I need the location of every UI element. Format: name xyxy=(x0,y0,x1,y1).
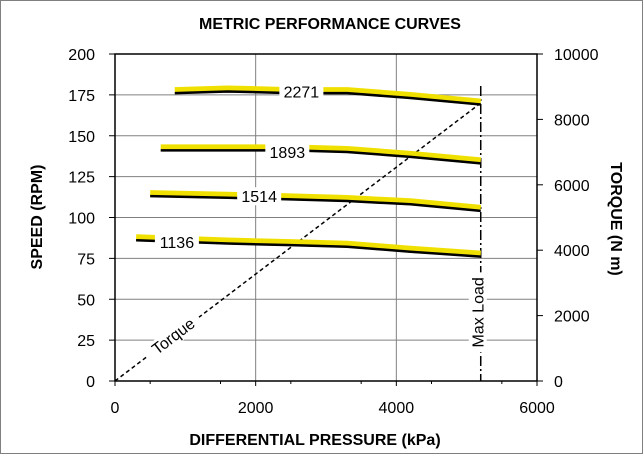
y-tick-label: 125 xyxy=(68,170,95,187)
y-tick-label: 100 xyxy=(68,211,95,228)
series-1893-line xyxy=(160,149,481,165)
grid-lines xyxy=(115,54,537,381)
y-tick-label: 75 xyxy=(77,251,95,268)
max-load-label-bg xyxy=(468,272,487,353)
y-tick-label: 200 xyxy=(68,47,95,64)
max-load-label: Max Load xyxy=(471,277,488,347)
series-label-1893: 1893 xyxy=(270,145,306,162)
series-label-bg xyxy=(279,82,324,101)
series-label-1514: 1514 xyxy=(241,189,277,206)
y2-tick-label: 8000 xyxy=(554,112,590,129)
chart-title: METRIC PERFORMANCE CURVES xyxy=(199,16,461,33)
series-label-2271: 2271 xyxy=(284,85,320,102)
x-tick-label: 6000 xyxy=(519,400,555,417)
y2-tick-label: 2000 xyxy=(554,309,590,326)
series-label-bg xyxy=(237,187,282,206)
series-1893-highlight xyxy=(160,144,482,165)
y-tick-label: 175 xyxy=(68,88,95,105)
y-axis-label: SPEED (RPM) xyxy=(29,165,46,270)
series-1514-highlight xyxy=(150,190,482,212)
x-tick-label: 0 xyxy=(111,400,120,417)
series-label-bg xyxy=(154,233,199,252)
series-1136-highlight xyxy=(135,234,481,258)
series-1514-line xyxy=(150,194,481,213)
series-label-1136: 1136 xyxy=(160,235,195,252)
series-label-bg xyxy=(265,143,310,162)
y-tick-label: 0 xyxy=(86,374,95,391)
y2-tick-label: 10000 xyxy=(554,47,599,64)
y2-tick-label: 0 xyxy=(554,374,563,391)
x-tick-label: 4000 xyxy=(379,400,415,417)
x-tick-label: 2000 xyxy=(238,400,274,417)
y-tick-label: 50 xyxy=(77,292,95,309)
y-tick-label: 25 xyxy=(77,333,95,350)
axis-ticks: 0 2000 4000 6000025507510012515017520002000… xyxy=(68,47,598,417)
y2-axis-label: TORQUE (N m) xyxy=(607,162,624,275)
y-tick-label: 150 xyxy=(68,129,95,146)
x-axis-label: DIFFERENTIAL PRESSURE (kPa) xyxy=(189,432,440,449)
torque-label-bg xyxy=(142,310,205,364)
y2-tick-label: 6000 xyxy=(554,178,590,195)
y2-tick-label: 4000 xyxy=(554,243,590,260)
series-1136-line xyxy=(136,239,481,258)
